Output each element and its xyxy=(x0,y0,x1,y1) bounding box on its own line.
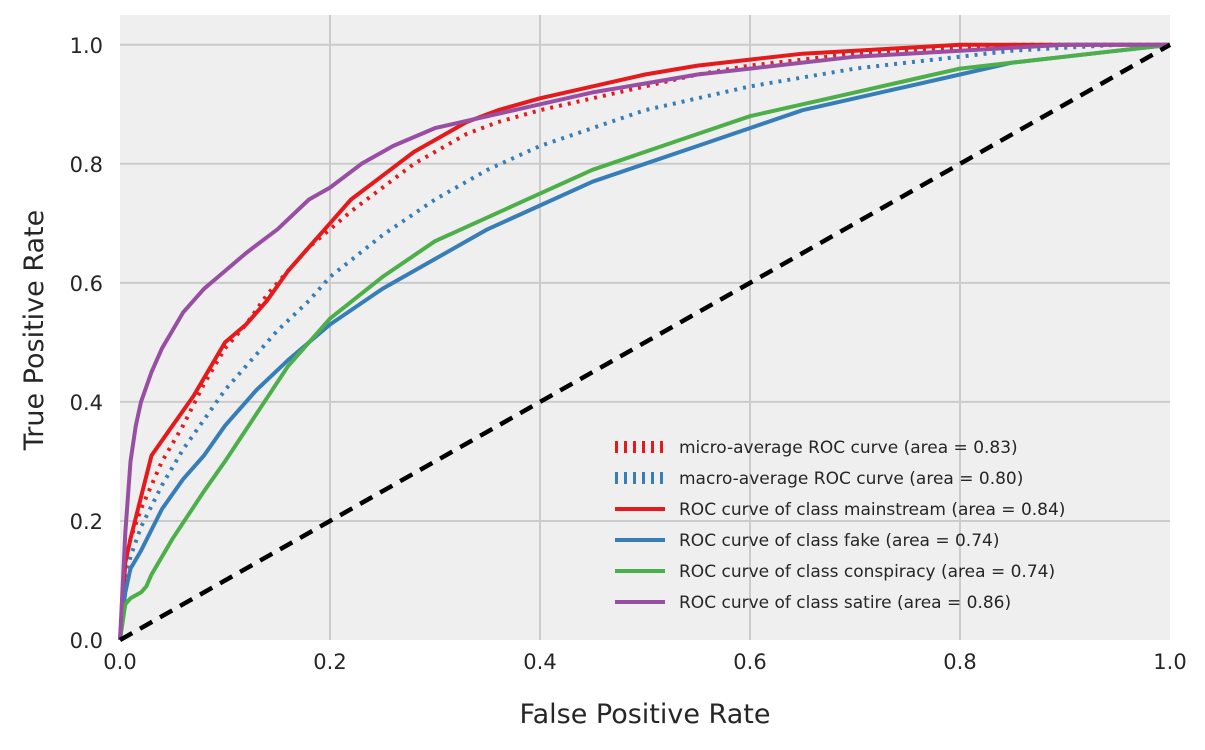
legend-label: micro-average ROC curve (area = 0.83) xyxy=(679,438,1018,458)
y-axis-label: True Positive Rate xyxy=(19,210,50,452)
x-tick-label: 0.6 xyxy=(733,650,766,674)
roc-series-3 xyxy=(118,42,1171,641)
x-tick-label: 1.0 xyxy=(1153,650,1186,674)
y-tick-label: 0.0 xyxy=(70,629,103,653)
y-tick-label: 1.0 xyxy=(70,34,103,58)
x-axis-label: False Positive Rate xyxy=(520,699,771,730)
legend-label: macro-average ROC curve (area = 0.80) xyxy=(679,469,1023,489)
y-tick-labels: 0.0 0.2 0.4 0.6 0.8 1.0 xyxy=(70,34,103,653)
x-tick-label: 0.2 xyxy=(313,650,346,674)
x-tick-label: 0.8 xyxy=(943,650,976,674)
legend-label: ROC curve of class conspiracy (area = 0.… xyxy=(679,562,1055,582)
legend-label: ROC curve of class satire (area = 0.86) xyxy=(679,593,1011,613)
roc-series-2 xyxy=(118,42,1170,641)
legend-label: ROC curve of class fake (area = 0.74) xyxy=(679,531,999,551)
plot-background xyxy=(120,15,1170,640)
x-tick-label: 0.0 xyxy=(103,650,136,674)
roc-series-5 xyxy=(118,42,1170,641)
roc-series-4 xyxy=(118,42,1171,641)
chance-diagonal-line xyxy=(118,42,1172,642)
y-tick-label: 0.2 xyxy=(70,510,103,534)
legend-label: ROC curve of class mainstream (area = 0.… xyxy=(679,500,1065,520)
x-tick-labels: 0.0 0.2 0.4 0.6 0.8 1.0 xyxy=(103,650,1186,674)
y-tick-label: 0.8 xyxy=(70,153,103,177)
y-tick-label: 0.6 xyxy=(70,272,103,296)
y-tick-label: 0.4 xyxy=(70,391,103,415)
roc-curves xyxy=(118,42,1172,642)
x-tick-label: 0.4 xyxy=(523,650,556,674)
legend: micro-average ROC curve (area = 0.83) mac… xyxy=(615,438,1065,613)
roc-series-0 xyxy=(118,42,1170,641)
